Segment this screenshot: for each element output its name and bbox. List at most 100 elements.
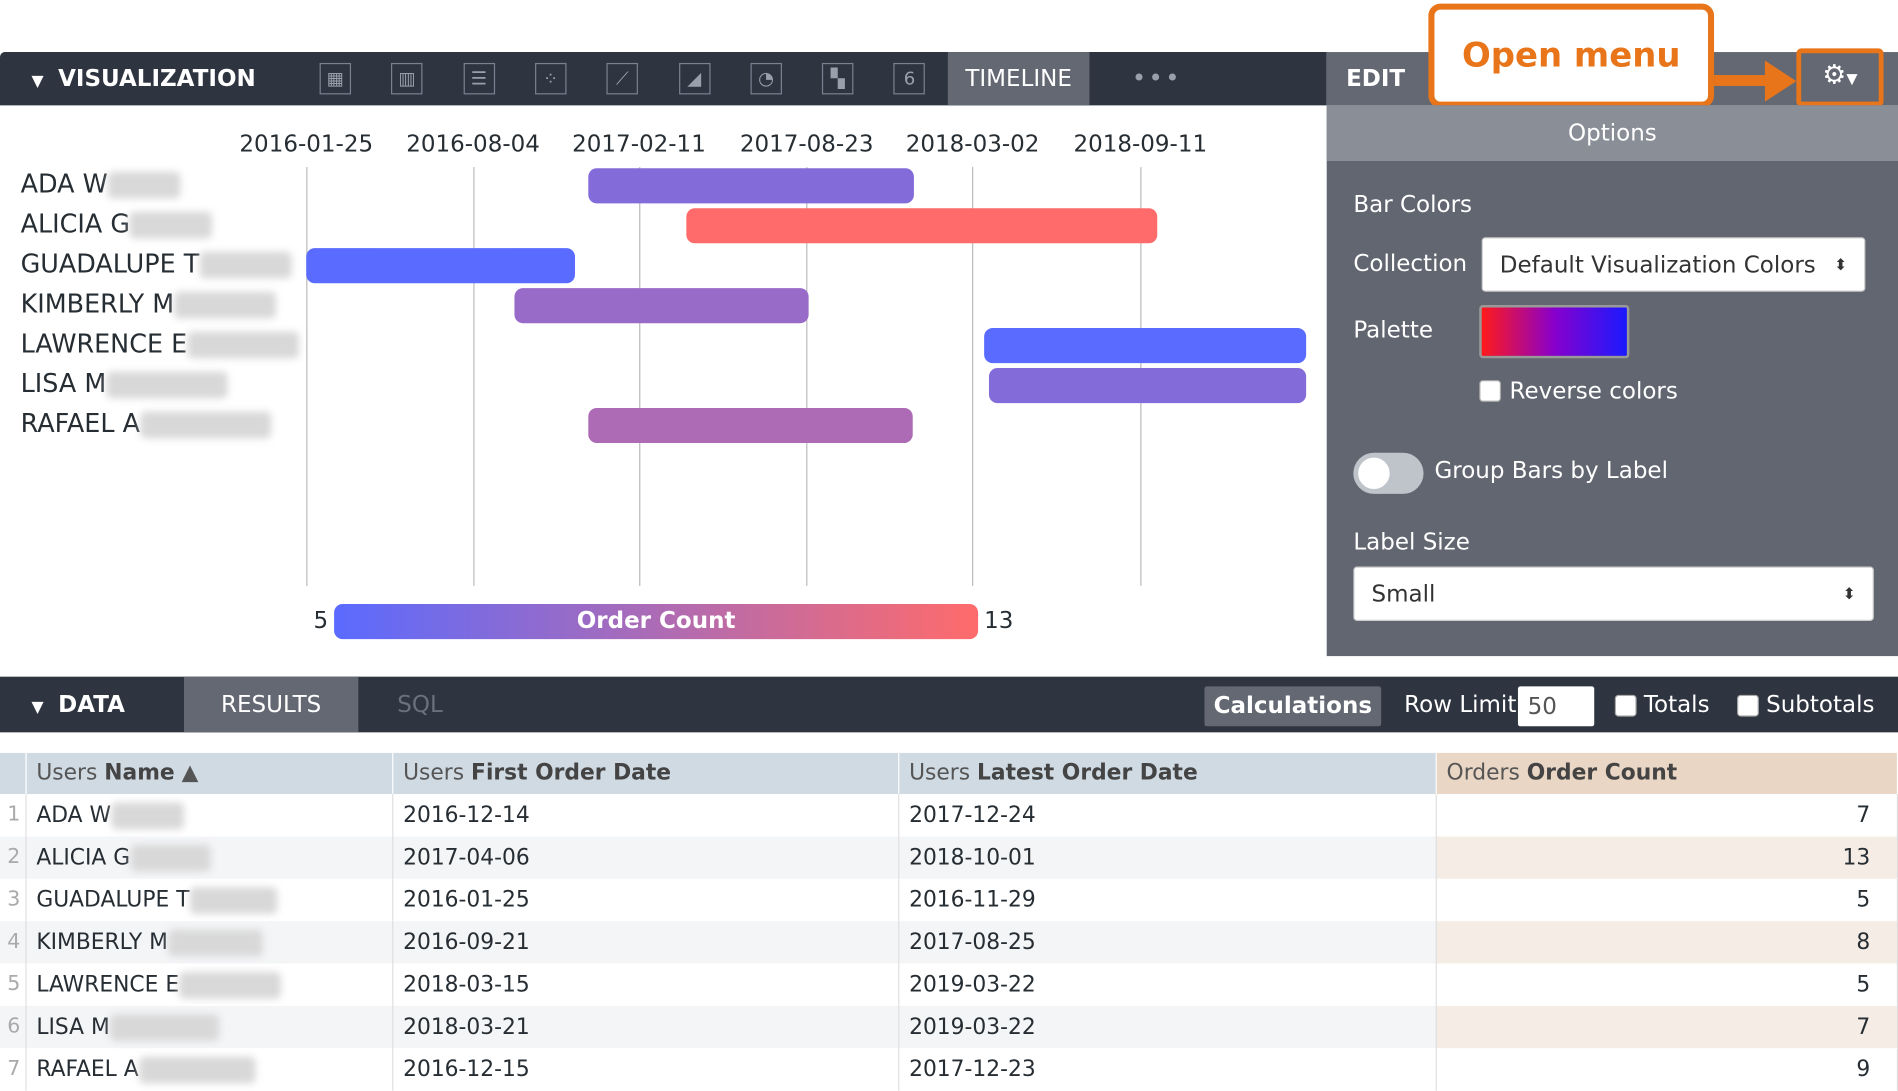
- tab-sql[interactable]: SQL: [397, 691, 443, 718]
- redacted-name: [109, 1014, 219, 1042]
- gridline: [473, 167, 475, 586]
- redacted-name: [130, 844, 211, 872]
- column-header[interactable]: Users Name ▲: [26, 752, 394, 795]
- tab-timeline[interactable]: TIMELINE: [947, 52, 1090, 106]
- gridline: [806, 167, 808, 586]
- row-limit-input[interactable]: 50: [1517, 686, 1595, 727]
- sort-asc-icon: ▲: [181, 760, 199, 786]
- single-value-icon[interactable]: 6: [893, 62, 926, 95]
- column-header[interactable]: Users Latest Order Date: [899, 752, 1437, 795]
- header-name: Name: [104, 760, 175, 786]
- table-cell: RAFAEL A: [26, 1048, 394, 1091]
- table-cell: 2017-12-23: [899, 1048, 1437, 1091]
- header-name: First Order Date: [471, 760, 672, 786]
- table-cell: 2016-01-25: [393, 878, 900, 922]
- caret-down-icon: ▼: [31, 698, 44, 717]
- scatter-icon[interactable]: ⁘: [534, 62, 567, 95]
- tab-results[interactable]: RESULTS: [183, 676, 359, 733]
- open-menu-callout: Open menu: [1428, 3, 1715, 108]
- row-label: GUADALUPE T: [20, 249, 292, 279]
- table-cell: 7: [1436, 1005, 1898, 1049]
- map-icon[interactable]: ▚: [822, 62, 854, 95]
- column-header[interactable]: Orders Order Count: [1436, 752, 1898, 795]
- subtotals-checkbox[interactable]: [1737, 694, 1759, 717]
- row-number: 4: [0, 921, 27, 964]
- timeline-bar[interactable]: [306, 248, 575, 284]
- visualization-toggle[interactable]: ▼ VISUALIZATION: [31, 65, 256, 92]
- redacted-name: [174, 291, 276, 319]
- caret-down-icon: ▼: [31, 72, 44, 91]
- table-cell: 2018-03-15: [393, 963, 900, 1006]
- redacted-name: [111, 802, 184, 830]
- reverse-colors-label: Reverse colors: [1509, 377, 1678, 405]
- collection-select[interactable]: Default Visualization Colors ⬍: [1481, 237, 1866, 292]
- header-prefix: Orders: [1446, 760, 1520, 786]
- redacted-name: [139, 411, 271, 439]
- area-icon[interactable]: ◢: [678, 62, 710, 95]
- table-cell: KIMBERLY M: [26, 921, 394, 964]
- legend-min: 5: [313, 607, 329, 635]
- totals-checkbox[interactable]: [1614, 694, 1637, 717]
- cell-value: 2018-03-21: [403, 1014, 530, 1040]
- redacted-name: [187, 331, 299, 359]
- bar-icon[interactable]: ☰: [463, 62, 495, 95]
- options-header[interactable]: Options: [1326, 105, 1898, 161]
- callout-arrow-head: [1764, 60, 1797, 102]
- pie-icon[interactable]: ◔: [750, 62, 782, 95]
- row-label: RAFAEL A: [21, 409, 271, 439]
- table-cell: 7: [1436, 794, 1898, 837]
- header-prefix: Users: [36, 760, 98, 786]
- row-label-text: LISA M: [20, 369, 107, 399]
- row-label-text: GUADALUPE T: [20, 249, 200, 279]
- timeline-bar[interactable]: [588, 407, 913, 444]
- cell-value: 5: [1856, 887, 1871, 913]
- edit-title: EDIT: [1346, 65, 1406, 92]
- calculations-button[interactable]: Calculations: [1204, 686, 1382, 727]
- x-tick-label: 2017-02-11: [572, 130, 706, 158]
- row-number: 5: [0, 963, 27, 1006]
- gear-menu-button[interactable]: ⚙▼: [1796, 48, 1884, 107]
- column-icon[interactable]: ▥: [391, 62, 423, 95]
- cell-value: 5: [1856, 972, 1871, 998]
- options-panel: [1326, 105, 1898, 657]
- gear-icon: ⚙: [1822, 60, 1847, 91]
- x-tick-label: 2018-03-02: [905, 130, 1040, 158]
- data-toggle[interactable]: ▼ DATA: [31, 691, 125, 718]
- timeline-bar[interactable]: [685, 208, 1158, 244]
- row-label: LAWRENCE E: [21, 329, 299, 359]
- timeline-bar[interactable]: [587, 168, 914, 204]
- row-number: 3: [0, 878, 27, 922]
- table-cell: ALICIA G: [26, 836, 394, 879]
- palette-swatch[interactable]: [1479, 305, 1630, 359]
- column-header[interactable]: Users First Order Date: [393, 752, 900, 795]
- group-bars-toggle[interactable]: [1353, 452, 1424, 494]
- cell-value: 2019-03-22: [909, 972, 1036, 998]
- row-label: ALICIA G: [21, 209, 213, 239]
- table-cell: LISA M: [26, 1005, 394, 1049]
- table-cell: LAWRENCE E: [26, 963, 394, 1006]
- cell-value: 2018-10-01: [909, 844, 1036, 871]
- timeline-bar[interactable]: [514, 288, 809, 324]
- line-icon[interactable]: ⟋: [606, 62, 639, 95]
- label-size-select[interactable]: Small ⬍: [1353, 566, 1874, 621]
- row-label: ADA W: [21, 169, 181, 199]
- totals-label: Totals: [1643, 691, 1710, 718]
- x-tick-label: 2017-08-23: [739, 130, 874, 158]
- timeline-bar[interactable]: [983, 328, 1307, 364]
- collection-label: Collection: [1353, 250, 1468, 278]
- table-icon[interactable]: ▦: [319, 62, 352, 95]
- group-bars-label: Group Bars by Label: [1434, 457, 1668, 485]
- row-number: 7: [0, 1048, 27, 1091]
- label-size-value: Small: [1371, 581, 1436, 608]
- header-prefix: Users: [403, 760, 465, 786]
- header-name: Latest Order Date: [977, 760, 1198, 786]
- reverse-colors-checkbox[interactable]: [1479, 380, 1502, 402]
- cell-value: LAWRENCE E: [36, 972, 180, 998]
- more-icon[interactable]: •••: [1131, 62, 1182, 92]
- row-limit-label: Row Limit: [1404, 691, 1517, 718]
- redacted-name: [107, 171, 181, 199]
- timeline-bar[interactable]: [989, 367, 1307, 404]
- caret-down-icon: ▼: [1846, 70, 1858, 88]
- row-number: 1: [0, 794, 27, 837]
- table-cell: 5: [1436, 963, 1898, 1006]
